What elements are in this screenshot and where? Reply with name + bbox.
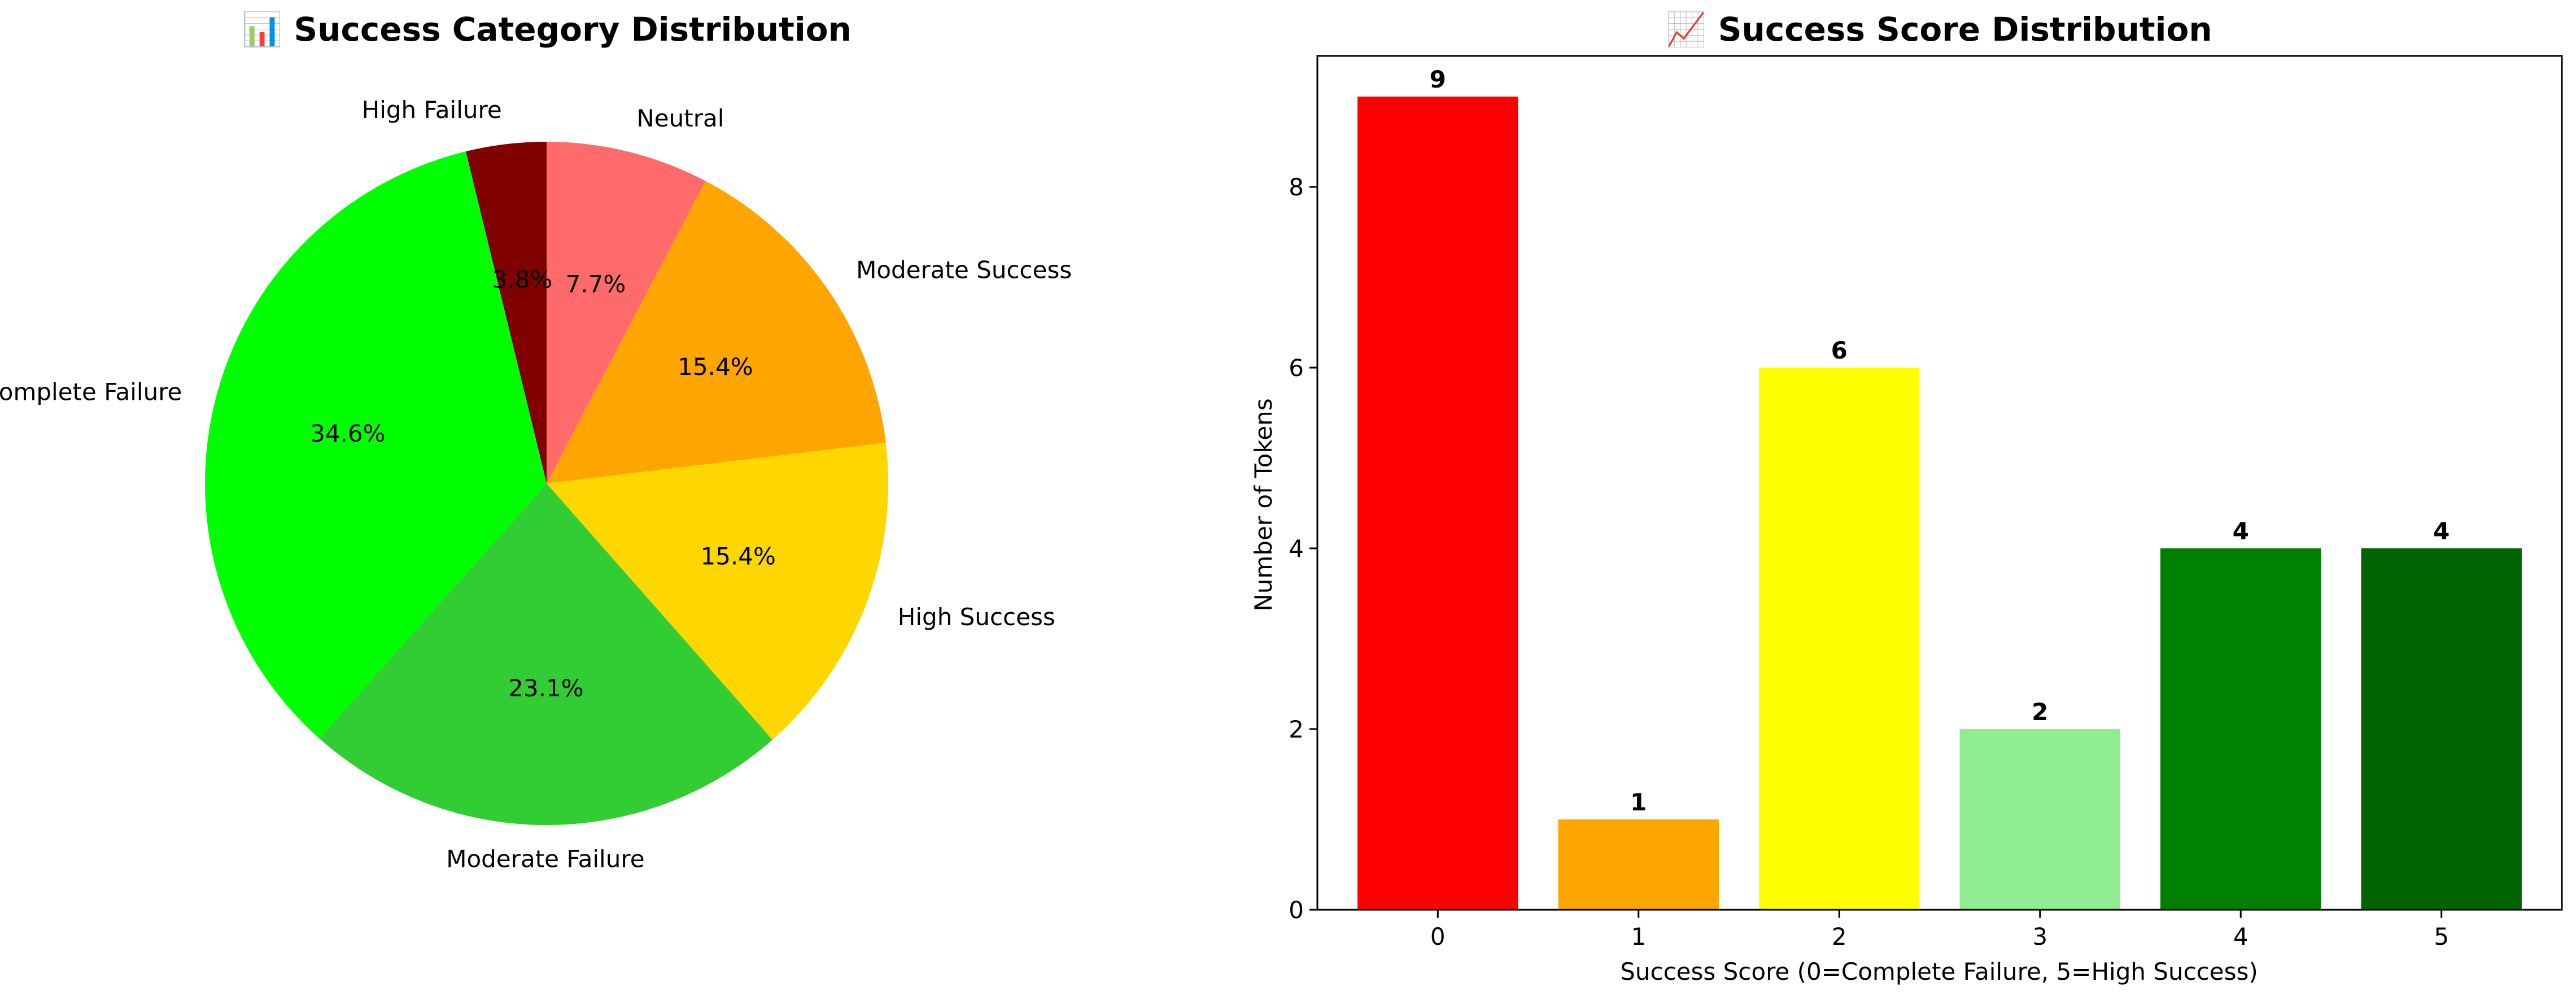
bar-x-tick-label-2: 2 <box>1832 923 1847 950</box>
bar-y-tick-label-6: 6 <box>1289 354 1304 382</box>
pie-chart-title: 📊 Success Category Distribution <box>242 10 852 49</box>
bar-axes: 0 1 2 3 4 5 0 2 4 6 8 <box>1289 55 2563 950</box>
bar-2 <box>1759 368 1920 910</box>
pie-pct-label-moderate-success: 15.4% <box>678 353 753 381</box>
bar-y-tick-label-8: 8 <box>1289 173 1304 201</box>
bar-x-tick-label-4: 4 <box>2233 923 2248 950</box>
bar-x-tick-label-3: 3 <box>2032 923 2047 950</box>
bar-value-label-0: 9 <box>1430 66 1446 93</box>
pie-category-label-complete-failure: Complete Failure <box>0 378 182 406</box>
bar-value-label-2: 6 <box>1831 337 1848 364</box>
pie-slice-high-failure <box>465 142 547 483</box>
pie-slice-complete-failure <box>204 151 547 739</box>
pie-slice-moderate-failure <box>319 483 773 825</box>
bar-y-tick-label-4: 4 <box>1289 535 1304 562</box>
bar-axes-frame <box>1316 55 2563 911</box>
bar-x-axis-label: Success Score (0=Complete Failure, 5=Hig… <box>1620 958 2258 985</box>
pie-pct-label-neutral: 7.7% <box>566 271 626 298</box>
pie-slice-high-success <box>547 442 888 740</box>
bar-series: 9 1 6 2 4 4 <box>1357 66 2522 910</box>
bar-y-tick-label-0: 0 <box>1289 896 1304 924</box>
pie-chart: 📊 Success Category Distribution 3.8% High… <box>0 10 1072 873</box>
pie-slice-neutral <box>547 142 706 483</box>
bar-value-label-5: 4 <box>2433 517 2450 545</box>
pie-slice-moderate-success <box>547 181 886 483</box>
pie-category-label-moderate-failure: Moderate Failure <box>446 845 644 873</box>
bar-0 <box>1357 97 1518 910</box>
pie-category-label-high-success: High Success <box>898 603 1055 631</box>
bar-3 <box>1959 729 2120 910</box>
bar-4 <box>2160 548 2321 910</box>
bar-value-label-1: 1 <box>1630 788 1647 816</box>
bar-5 <box>2361 548 2522 910</box>
bar-chart-title: 📈 Success Score Distribution <box>1666 10 2212 49</box>
bar-y-tick-label-2: 2 <box>1289 716 1304 743</box>
pie-pct-label-moderate-failure: 23.1% <box>508 674 583 702</box>
bar-value-label-3: 2 <box>2032 698 2048 726</box>
pie-pct-label-high-success: 15.4% <box>700 542 775 570</box>
pie-pct-label-complete-failure: 34.6% <box>310 420 385 447</box>
bar-value-label-4: 4 <box>2233 517 2249 545</box>
pie-category-label-moderate-success: Moderate Success <box>856 256 1072 284</box>
bar-y-axis-label: Number of Tokens <box>1250 398 1277 611</box>
pie-slices <box>204 142 888 825</box>
pie-category-label-neutral: Neutral <box>636 104 724 132</box>
pie-labels: 3.8% High Failure 34.6% Complete Failure 23.… <box>0 96 1072 873</box>
pie-category-label-high-failure: High Failure <box>362 96 502 124</box>
bar-x-tick-label-0: 0 <box>1430 923 1446 950</box>
bar-x-tick-label-1: 1 <box>1631 923 1646 950</box>
bar-x-tick-label-5: 5 <box>2434 923 2449 950</box>
pie-pct-label-high-failure: 3.8% <box>492 266 552 294</box>
bar-1 <box>1558 819 1719 910</box>
bar-chart: 📈 Success Score Distribution 9 1 6 2 4 4 0 1 2 3… <box>1250 10 2563 985</box>
